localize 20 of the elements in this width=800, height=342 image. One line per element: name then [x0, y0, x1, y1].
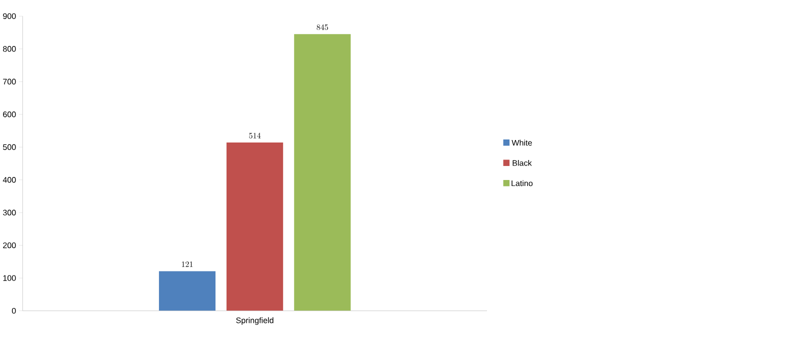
x-tick-label: Springfield	[236, 317, 274, 325]
bar	[226, 142, 284, 311]
legend-label: White	[512, 140, 532, 146]
data-label: 121	[182, 261, 193, 267]
legend-label: Black	[512, 160, 532, 166]
y-tick-label: 900	[3, 13, 16, 19]
y-tick-label: 800	[3, 46, 16, 52]
y-tick-label: 700	[3, 78, 16, 84]
y-tick-label: 400	[2, 176, 16, 183]
y-tick-label: 300	[2, 210, 16, 216]
y-tick-label: 600	[3, 111, 16, 118]
y-tick-label: 200	[3, 242, 16, 248]
data-label: 514	[249, 132, 261, 138]
bar	[158, 270, 216, 311]
legend-label: Latino	[512, 180, 533, 186]
bar	[294, 34, 351, 311]
y-tick-label: 100	[3, 275, 16, 281]
y-tick-label: 500	[3, 144, 16, 150]
data-label: 845	[316, 24, 328, 30]
y-tick-label: 0	[12, 308, 16, 314]
